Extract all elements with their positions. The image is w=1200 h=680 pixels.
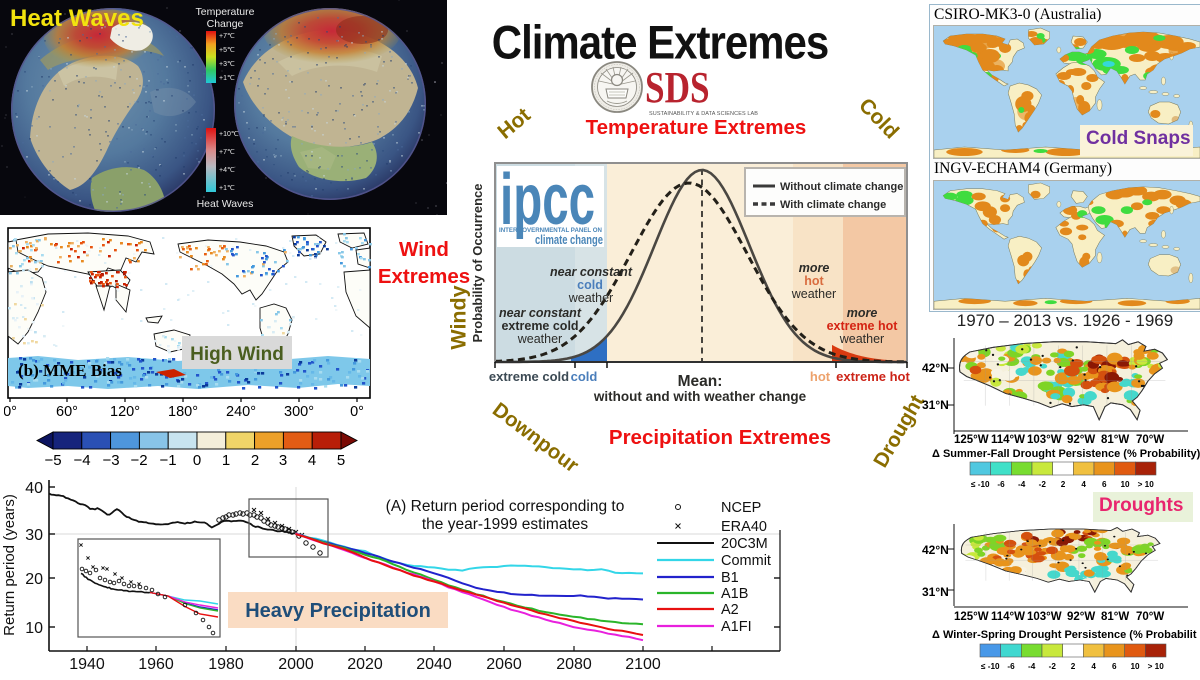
svg-text:300°: 300°	[284, 404, 314, 420]
svg-text:4: 4	[308, 452, 316, 469]
svg-text:extreme hot: extreme hot	[836, 369, 910, 384]
svg-text:Probability of Occurrence: Probability of Occurrence	[470, 184, 485, 343]
svg-text:2080: 2080	[556, 656, 592, 673]
svg-text:−4: −4	[73, 452, 90, 469]
svg-text:-2: -2	[1039, 480, 1047, 489]
svg-text:Heat Waves: Heat Waves	[10, 5, 144, 32]
svg-text:−2: −2	[130, 452, 147, 469]
svg-text:240°: 240°	[226, 404, 256, 420]
svg-text:weather: weather	[568, 291, 613, 305]
svg-text:extreme cold: extreme cold	[501, 319, 578, 333]
svg-text:-4: -4	[1018, 480, 1026, 489]
svg-text:60°: 60°	[56, 404, 78, 420]
svg-text:−5: −5	[44, 452, 61, 469]
svg-text:-6: -6	[1007, 662, 1015, 671]
svg-text:0°: 0°	[350, 404, 364, 420]
svg-text:+3℃: +3℃	[219, 61, 235, 68]
svg-text:1: 1	[222, 452, 230, 469]
svg-text:≤ -10: ≤ -10	[971, 480, 990, 489]
svg-text:hot: hot	[804, 274, 824, 288]
svg-text:1960: 1960	[138, 656, 174, 673]
svg-text:2040: 2040	[416, 656, 452, 673]
svg-text:+7℃: +7℃	[219, 33, 235, 40]
svg-text:-6: -6	[997, 480, 1005, 489]
svg-text:climate change: climate change	[535, 232, 603, 247]
svg-text:10: 10	[1120, 480, 1130, 489]
svg-text:2: 2	[251, 452, 259, 469]
svg-text:without and with weather chang: without and with weather change	[593, 389, 807, 404]
svg-text:hot: hot	[810, 369, 831, 384]
svg-text:+4℃: +4℃	[219, 167, 235, 174]
svg-text:6: 6	[1102, 480, 1107, 489]
svg-text:Heavy Precipitation: Heavy Precipitation	[245, 600, 431, 622]
svg-text:> 10: > 10	[1138, 480, 1155, 489]
svg-text:2: 2	[1061, 480, 1066, 489]
svg-text:+1℃: +1℃	[219, 75, 235, 82]
svg-text:+7℃: +7℃	[219, 149, 235, 156]
svg-text:4: 4	[1091, 662, 1096, 671]
svg-text:1940: 1940	[69, 656, 105, 673]
svg-text:≤ -10: ≤ -10	[981, 662, 1000, 671]
svg-text:4: 4	[1081, 480, 1086, 489]
svg-text:3: 3	[279, 452, 287, 469]
svg-text:more: more	[847, 306, 878, 320]
svg-text:weather: weather	[839, 332, 884, 346]
svg-text:6: 6	[1112, 662, 1117, 671]
svg-text:With climate change: With climate change	[780, 199, 886, 211]
svg-text:Temperature: Temperature	[196, 6, 255, 18]
svg-text:Without climate change: Without climate change	[780, 181, 903, 193]
svg-text:2020: 2020	[347, 656, 383, 673]
svg-text:ERA40: ERA40	[721, 519, 767, 535]
svg-text:High Wind: High Wind	[190, 344, 284, 365]
svg-text:+1℃: +1℃	[219, 185, 235, 192]
svg-text:NCEP: NCEP	[721, 500, 761, 516]
svg-text:10: 10	[1130, 662, 1140, 671]
svg-text:cold: cold	[577, 278, 603, 292]
svg-text:0°: 0°	[4, 404, 17, 420]
svg-text:−3: −3	[102, 452, 119, 469]
svg-text:A2: A2	[721, 602, 739, 618]
svg-text:1980: 1980	[208, 656, 244, 673]
svg-text:Return period (years): Return period (years)	[1, 494, 18, 636]
svg-text:(A) Return period correspondin: (A) Return period corresponding to	[386, 498, 625, 515]
svg-text:+10℃: +10℃	[219, 131, 239, 138]
svg-text:20: 20	[25, 571, 43, 588]
svg-text:(b) MME Bias: (b) MME Bias	[18, 361, 122, 380]
svg-text:near constant: near constant	[550, 265, 633, 279]
svg-text:extreme cold: extreme cold	[489, 369, 569, 384]
svg-text:40: 40	[25, 480, 43, 497]
svg-text:2100: 2100	[625, 656, 661, 673]
svg-text:Commit: Commit	[721, 553, 771, 569]
svg-text:+5℃: +5℃	[219, 47, 235, 54]
svg-text:Change: Change	[207, 18, 244, 30]
svg-text:A1B: A1B	[721, 586, 748, 602]
svg-text:B1: B1	[721, 570, 739, 586]
svg-text:0: 0	[193, 452, 201, 469]
svg-text:5: 5	[337, 452, 345, 469]
svg-text:-2: -2	[1049, 662, 1057, 671]
svg-text:the year-1999 estimates: the year-1999 estimates	[422, 516, 589, 533]
svg-text:20C3M: 20C3M	[721, 536, 768, 552]
svg-text:extreme hot: extreme hot	[827, 319, 899, 333]
svg-text:near constant: near constant	[499, 306, 582, 320]
svg-text:weather: weather	[791, 287, 836, 301]
svg-text:cold: cold	[571, 369, 598, 384]
svg-text:more: more	[799, 261, 830, 275]
svg-text:30: 30	[25, 527, 43, 544]
svg-text:Mean:: Mean:	[678, 373, 723, 390]
svg-text:A1FI: A1FI	[721, 619, 752, 635]
svg-text:weather: weather	[517, 332, 562, 346]
svg-text:−1: −1	[159, 452, 176, 469]
svg-text:> 10: > 10	[1148, 662, 1165, 671]
svg-text:2000: 2000	[278, 656, 314, 673]
svg-text:180°: 180°	[168, 404, 198, 420]
svg-text:10: 10	[25, 620, 43, 637]
svg-text:120°: 120°	[110, 404, 140, 420]
svg-text:2: 2	[1071, 662, 1076, 671]
svg-text:Heat Waves: Heat Waves	[197, 198, 254, 210]
svg-text:-4: -4	[1028, 662, 1036, 671]
svg-text:2060: 2060	[486, 656, 522, 673]
